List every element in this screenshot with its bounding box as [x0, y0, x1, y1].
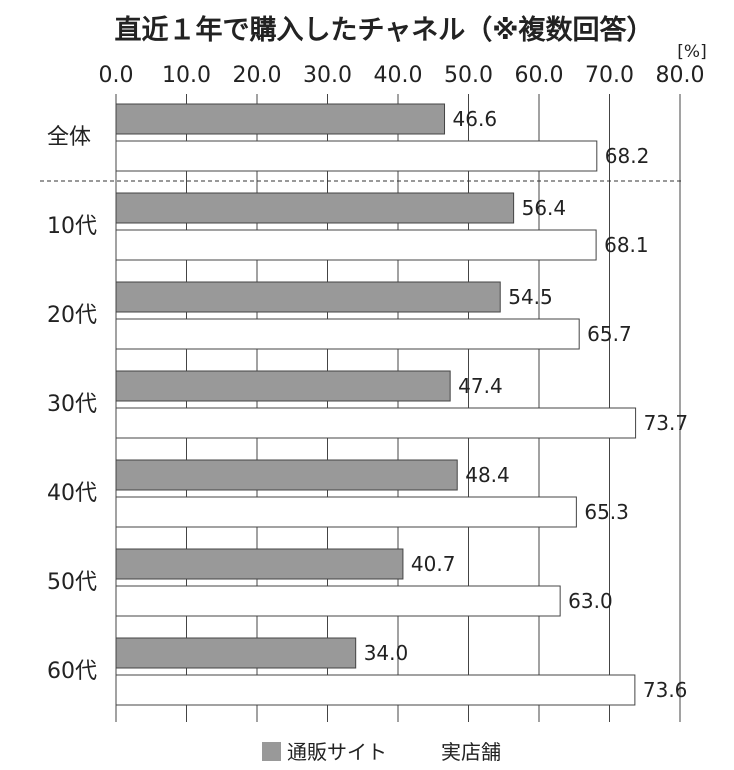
bar-store	[115, 585, 561, 617]
bar-store	[115, 140, 598, 172]
legend-swatch-store	[416, 742, 435, 761]
bar-online	[115, 281, 501, 313]
category-label: 40代	[47, 481, 97, 506]
category-label: 50代	[47, 570, 97, 595]
bars	[115, 103, 637, 706]
data-label-store: 65.3	[584, 500, 629, 524]
data-label-store: 73.7	[644, 411, 689, 435]
bar-online	[115, 192, 515, 224]
category-label: 全体	[47, 125, 91, 150]
bar-store	[115, 496, 577, 528]
bar-online	[115, 637, 357, 669]
data-label-online: 56.4	[522, 196, 567, 220]
data-label-online: 47.4	[458, 374, 503, 398]
category-label: 20代	[47, 303, 97, 328]
data-label-store: 68.1	[604, 233, 649, 257]
category-label: 30代	[47, 392, 97, 417]
x-tick-label: 60.0	[515, 63, 564, 88]
data-label-store: 65.7	[587, 322, 632, 346]
x-tick-label: 40.0	[374, 63, 423, 88]
bar-store	[115, 318, 580, 350]
data-label-online: 54.5	[508, 285, 553, 309]
data-label-online: 34.0	[364, 641, 409, 665]
bar-online	[115, 459, 458, 491]
legend: 通販サイト 実店舗	[262, 740, 501, 764]
bar-online	[115, 548, 404, 580]
bar-online	[115, 103, 446, 135]
category-label: 60代	[47, 659, 97, 684]
unit-label: [%]	[677, 42, 706, 62]
data-label-online: 48.4	[465, 463, 510, 487]
data-label-online: 46.6	[453, 107, 498, 131]
data-label-store: 68.2	[605, 144, 650, 168]
x-tick-label: 0.0	[99, 63, 134, 88]
data-label-store: 73.6	[643, 678, 688, 702]
bar-store	[115, 674, 636, 706]
chart-title: 直近１年で購入したチャネル（※複数回答）	[115, 14, 654, 46]
bar-online	[115, 370, 451, 402]
category-labels: 全体 10代 20代 30代 40代 50代 60代	[47, 125, 97, 684]
legend-label-online: 通販サイト	[287, 740, 387, 764]
legend-label-store: 実店舗	[441, 740, 501, 764]
bar-store	[115, 229, 597, 261]
x-tick-label: 80.0	[656, 63, 705, 88]
x-tick-label: 50.0	[444, 63, 493, 88]
data-labels: 46.6 68.2 56.4 68.1 54.5 65.7 47.4 73.7 48.4 65.3…	[364, 107, 688, 702]
legend-swatch-online	[262, 742, 281, 761]
data-label-store: 63.0	[568, 589, 613, 613]
x-tick-label: 30.0	[303, 63, 352, 88]
category-label: 10代	[47, 214, 97, 239]
bar-store	[115, 407, 637, 439]
x-axis-ticks: 0.0 10.0 20.0 30.0 40.0 50.0 60.0 70.0 80.0	[99, 63, 705, 88]
data-label-online: 40.7	[411, 552, 456, 576]
x-tick-label: 20.0	[233, 63, 282, 88]
x-tick-label: 10.0	[162, 63, 211, 88]
x-tick-label: 70.0	[585, 63, 634, 88]
